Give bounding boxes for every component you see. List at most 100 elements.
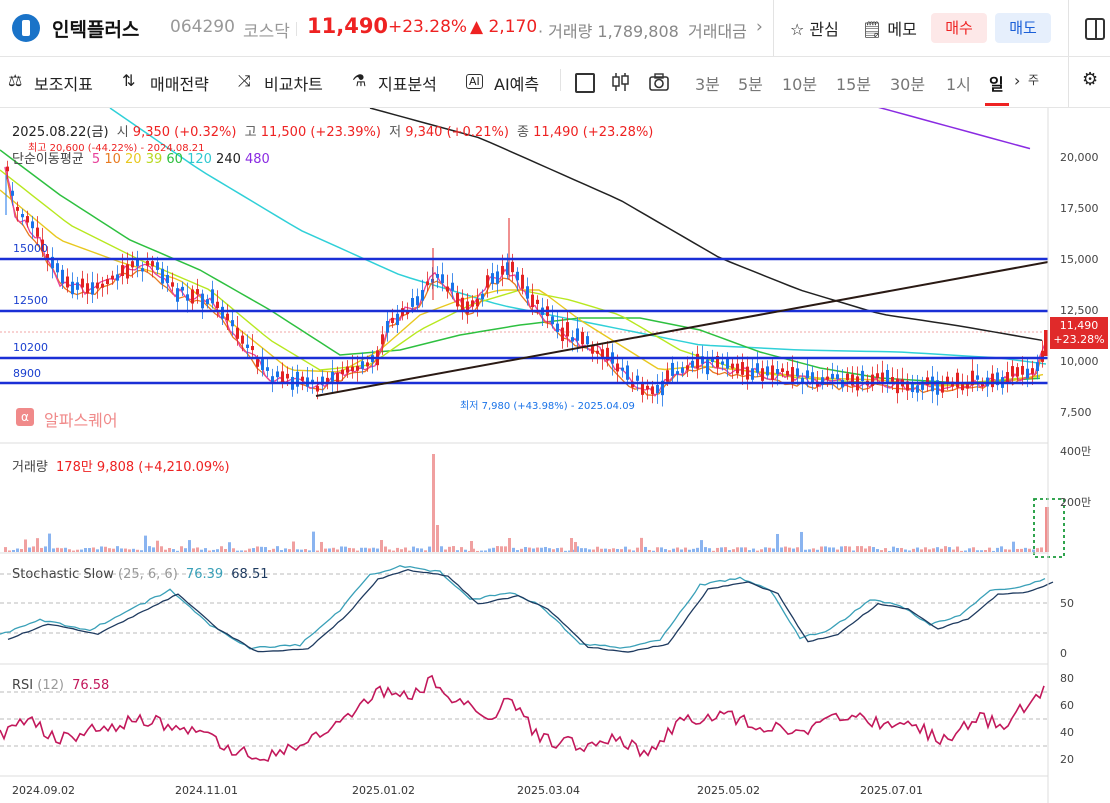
volume-bar (60, 548, 63, 552)
volume-bar (40, 547, 43, 552)
high-value: 11,500 (+23.39%) (260, 125, 381, 140)
timeframe-week-partial[interactable]: 주 (1028, 73, 1040, 87)
stochastic-label: Stochastic Slow (12, 567, 114, 582)
volume-bar (512, 547, 515, 552)
camera-icon[interactable] (648, 72, 670, 92)
volume-bar (764, 547, 767, 552)
volume-bar (776, 533, 779, 552)
chevron-right-icon[interactable]: › (756, 17, 763, 37)
timeframe-1hour[interactable]: 1시 (946, 75, 971, 94)
candle-body (316, 386, 319, 392)
volume-bar (624, 546, 627, 552)
timeframe-10min[interactable]: 10분 (782, 75, 818, 94)
candle-body (1021, 365, 1024, 375)
ai-prediction-button[interactable]: AI예측 (494, 75, 540, 94)
candle-body (51, 256, 54, 269)
aux-indicator-button[interactable]: 보조지표 (34, 75, 93, 94)
volume-info: 거래량 178만 9,808 (+4,210.09%) (12, 456, 230, 475)
volume-bar (640, 537, 643, 552)
side-panel-toggle-icon[interactable] (1085, 18, 1105, 40)
candle-body (146, 260, 149, 266)
watchlist-button[interactable]: ☆ 관심 (790, 20, 839, 39)
volume-bar (532, 548, 535, 552)
volume-bar (988, 547, 991, 552)
volume-bar (780, 547, 783, 552)
rsi-tick: 40 (1060, 726, 1074, 739)
volume-bar (552, 549, 555, 552)
ma39-path (0, 169, 1041, 386)
timeframe-30min[interactable]: 30분 (890, 75, 926, 94)
candle-body (451, 282, 454, 291)
buy-button[interactable]: 매수 (931, 13, 987, 43)
timeframe-day[interactable]: 일 (989, 75, 1004, 94)
chevron-right-icon[interactable]: › (1014, 71, 1021, 90)
volume-bar (448, 546, 451, 552)
volume-bar (804, 549, 807, 552)
volume-bar (896, 547, 899, 552)
volume-bar (616, 548, 619, 552)
candle-body (981, 383, 984, 387)
candle-body (876, 373, 879, 379)
volume-bar (248, 548, 251, 552)
candle-body (831, 373, 834, 379)
candle-body (126, 264, 129, 279)
volume-bar (440, 546, 443, 552)
ma10-legend[interactable]: 10 (104, 152, 121, 167)
candle-body (681, 367, 684, 373)
volume-bar (220, 546, 223, 552)
volume-bar (380, 540, 383, 552)
volume-bar (172, 549, 175, 552)
divider (560, 69, 561, 91)
volume-bar (848, 546, 851, 552)
candle-body (531, 294, 534, 308)
ma480-legend[interactable]: 480 (245, 152, 270, 167)
volume-bar (1020, 548, 1023, 552)
close-value: 11,490 (+23.28%) (533, 125, 654, 140)
ma-legend-label: 단순이동평균 (12, 152, 84, 167)
ma120-legend[interactable]: 120 (187, 152, 212, 167)
volume-bar (400, 549, 403, 552)
change-percent: +23.28% (388, 17, 468, 37)
ma20-legend[interactable]: 20 (125, 152, 142, 167)
candle-body (216, 301, 219, 308)
candle-body (976, 375, 979, 380)
volume-bar (396, 547, 399, 552)
timeframe-15min[interactable]: 15분 (836, 75, 872, 94)
volume-bar (984, 550, 987, 552)
candle-body (171, 282, 174, 287)
candle-body (476, 298, 479, 307)
selected-timeframe-indicator (985, 103, 1009, 106)
candle-type-icon[interactable] (610, 71, 632, 93)
stock-chart[interactable] (0, 108, 1110, 803)
ma5-legend[interactable]: 5 (91, 152, 101, 167)
sell-button[interactable]: 매도 (995, 13, 1051, 43)
ma-legend: 단순이동평균 5 10 20 39 60 120 240 480 (12, 148, 270, 167)
volume-bar (748, 550, 751, 552)
candle-body (161, 268, 164, 284)
candle-body (6, 166, 9, 172)
open-value: 9,350 (+0.32%) (132, 125, 237, 140)
timeframe-3min[interactable]: 3분 (695, 75, 720, 94)
settings-gear-icon[interactable]: ⚙ (1082, 69, 1099, 90)
volume-bar (76, 549, 79, 552)
volume-bar (304, 549, 307, 552)
timeframe-5min[interactable]: 5분 (738, 75, 763, 94)
volume-bar (164, 549, 167, 552)
candle-body (486, 275, 489, 288)
volume-bar (48, 533, 51, 552)
ma39-legend[interactable]: 39 (145, 152, 163, 167)
volume-bar (832, 547, 835, 552)
indicator-analysis-button[interactable]: 지표분석 (378, 75, 437, 94)
compare-chart-button[interactable]: 비교차트 (264, 75, 323, 94)
volume-bars (4, 454, 1065, 558)
volume-bar (348, 547, 351, 552)
stock-name[interactable]: 인텍플러스 (52, 19, 140, 41)
ma60-legend[interactable]: 60 (166, 152, 183, 167)
volume-bar (900, 547, 903, 552)
trading-strategy-button[interactable]: 매매전략 (150, 75, 209, 94)
candle-body (21, 213, 24, 218)
memo-button[interactable]: 🗒 메모 (862, 20, 917, 39)
square-draw-icon[interactable] (575, 73, 595, 93)
candle-body (11, 190, 14, 196)
ma240-legend[interactable]: 240 (216, 152, 241, 167)
